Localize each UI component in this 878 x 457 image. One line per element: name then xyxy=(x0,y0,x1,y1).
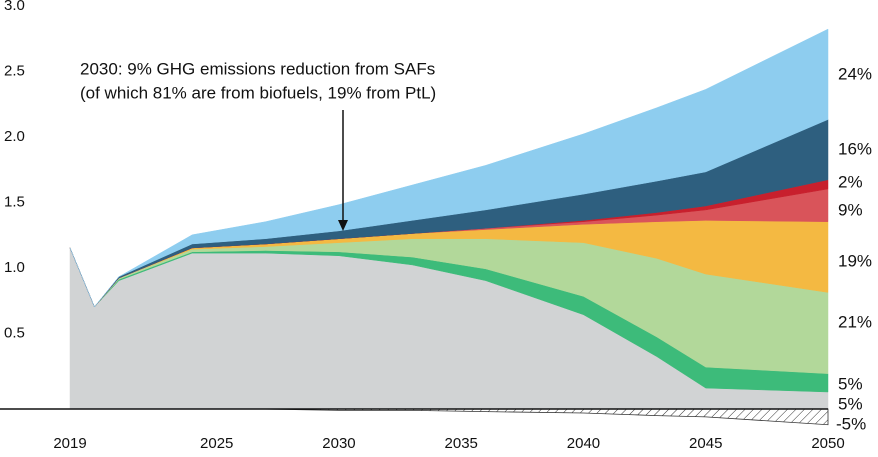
y-tick-label: 2.0 xyxy=(4,128,25,145)
y-tick-label: 2.5 xyxy=(4,62,25,79)
share-label: 19% xyxy=(838,251,872,270)
share-label: 5% xyxy=(838,374,863,393)
y-tick-label: 0.5 xyxy=(4,325,25,342)
x-tick-label: 2035 xyxy=(445,435,478,452)
x-tick-label: 2040 xyxy=(567,435,600,452)
y-tick-label: 1.5 xyxy=(4,193,25,210)
annotation-bg xyxy=(72,56,532,108)
annotation: (of which 81% are from biofuels, 19% fro… xyxy=(80,83,436,102)
y-tick-label: 1.0 xyxy=(4,259,25,276)
share-label: 21% xyxy=(838,312,872,331)
x-tick-label: 2019 xyxy=(53,435,86,452)
arrow-head xyxy=(338,220,348,231)
area xyxy=(69,28,829,308)
share-label: -5% xyxy=(836,414,866,433)
y-tick-label: 3.0 xyxy=(4,0,25,14)
negative-area xyxy=(70,408,829,426)
x-tick-label: 2045 xyxy=(689,435,722,452)
share-label: 16% xyxy=(838,139,872,158)
share-label: 9% xyxy=(838,200,863,219)
x-tick-label: 2050 xyxy=(811,435,844,452)
share-label: 2% xyxy=(838,172,863,191)
x-tick-label: 2030 xyxy=(322,435,355,452)
x-tick-label: 2025 xyxy=(200,435,233,452)
share-label: 24% xyxy=(838,64,872,83)
annotation: 2030: 9% GHG emissions reduction from SA… xyxy=(80,59,435,78)
share-label: 5% xyxy=(838,394,863,413)
